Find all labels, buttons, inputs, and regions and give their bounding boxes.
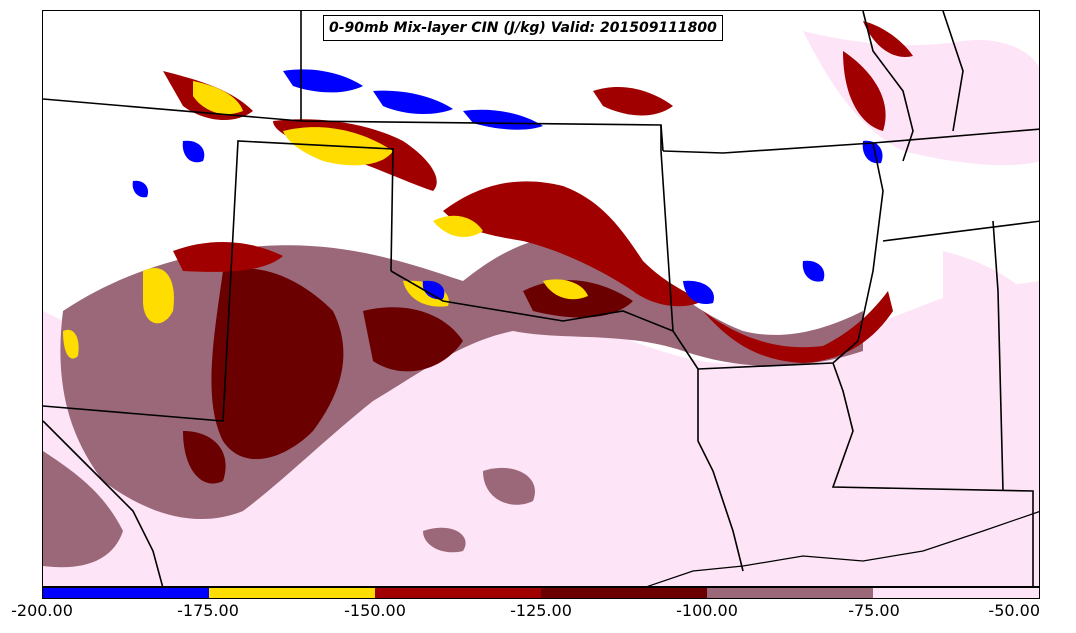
colorbar-bin-mauve xyxy=(707,588,873,598)
map-title: 0-90mb Mix-layer CIN (J/kg) Valid: 20150… xyxy=(323,15,723,41)
colorbar-bin-blue xyxy=(43,588,209,598)
colorbar-bin-dark-red xyxy=(541,588,707,598)
cin-field-map xyxy=(43,11,1039,586)
colorbar-bin-red xyxy=(375,588,541,598)
colorbar-tick-label: -200.00 xyxy=(11,601,73,620)
cin-fill-blue xyxy=(132,69,883,305)
colorbar-bin-yellow xyxy=(209,588,375,598)
colorbar xyxy=(42,587,1040,599)
boundary-lines xyxy=(43,11,1039,586)
colorbar-tick-label: -150.00 xyxy=(344,601,406,620)
colorbar-tick-label: -50.00 xyxy=(988,601,1040,620)
colorbar-tick-label: -125.00 xyxy=(510,601,572,620)
colorbar-bin-light-pink xyxy=(873,588,1039,598)
colorbar-tick-label: -75.00 xyxy=(848,601,900,620)
map-area xyxy=(42,10,1040,587)
colorbar-tick-label: -100.00 xyxy=(676,601,738,620)
colorbar-tick-label: -175.00 xyxy=(177,601,239,620)
